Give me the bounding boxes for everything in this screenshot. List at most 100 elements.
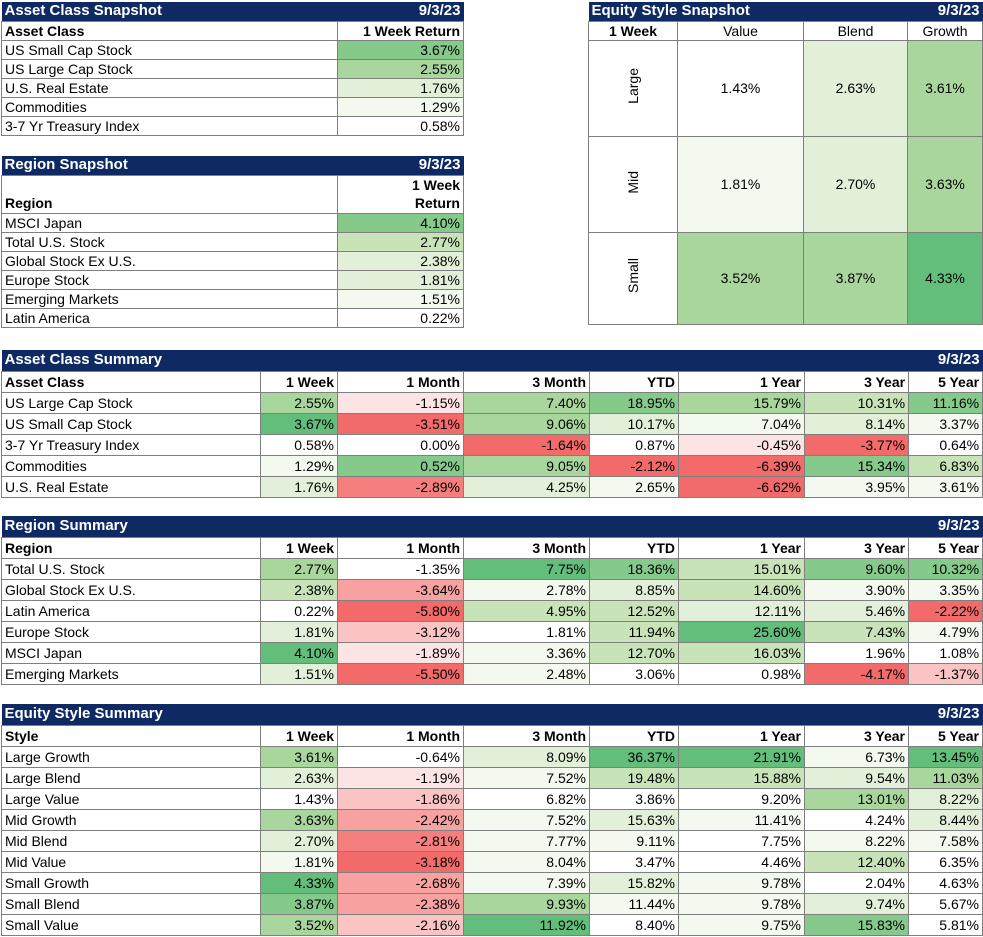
return-cell: 9.05% [463,454,590,477]
column-header: 3 Year [803,370,910,393]
row-label: Emerging Markets [1,662,261,685]
table-row: Latin America 0.22% [1,307,464,328]
return-cell: 2.63% [260,766,338,789]
return-cell: 9.78% [678,871,805,894]
return-cell: 3.67% [260,412,338,435]
row-label: Total U.S. Stock [1,231,338,252]
column-header: Return [337,194,464,214]
style-grid-cell: 3.87% [802,231,909,325]
return-cell: 9.54% [804,766,909,789]
return-cell: 4.63% [908,871,983,894]
row-label: US Large Cap Stock [1,58,338,79]
return-cell: 7.52% [463,808,590,831]
return-cell: -0.64% [337,745,464,768]
column-header: 1 Month [337,536,464,559]
section-date: 9/3/23 [907,2,983,21]
style-snapshot-grid: Large 1.43% 2.63% 3.61% Mid 1.81% 2.70% 3.63% Sm… [588,39,983,325]
return-cell: -2.81% [337,829,464,852]
return-cell: 1.81% [463,620,590,643]
return-cell: 3.06% [589,662,679,685]
row-label: Mid Value [1,850,261,873]
return-cell: 1.43% [260,787,338,810]
return-cell: 15.34% [803,454,910,477]
return-cell: 4.46% [678,850,805,873]
return-cell: 1.96% [803,641,910,664]
table-row: 3-7 Yr Treasury Index 0.58% [1,115,464,136]
return-cell: -1.86% [337,787,464,810]
return-cell: 4.10% [260,641,338,664]
table-row: U.S. Real Estate 1.76% [1,77,464,98]
return-cell: 1.76% [337,77,464,98]
return-cell: 11.41% [678,808,805,831]
return-cell: 14.60% [678,578,805,601]
style-snapshot-header: Equity Style Snapshot 9/3/23 [588,2,983,21]
return-cell: 9.93% [463,892,590,915]
asset-summary-rows: Asset Class 1 Week 1 Month 3 Month YTD 1 Year… [1,370,983,498]
style-grid-cell: 1.81% [677,135,804,233]
row-label: US Small Cap Stock [1,412,261,435]
return-cell: 2.55% [260,391,338,414]
return-cell: 6.73% [804,745,909,768]
return-cell: 8.22% [804,829,909,852]
return-cell: -6.39% [678,454,805,477]
table-row: Latin America 0.22% -5.80% 4.95% 12.52% 12.11… [1,599,983,622]
table-row: Total U.S. Stock 2.77% [1,231,464,252]
return-cell: 8.14% [803,412,910,435]
return-cell: 8.09% [463,745,590,768]
column-header: Growth [907,20,983,41]
row-label: Emerging Markets [1,288,338,309]
return-cell: 0.00% [337,433,464,456]
row-label: Global Stock Ex U.S. [1,250,338,271]
return-cell: 7.04% [678,412,805,435]
section-date: 9/3/23 [908,516,983,537]
return-cell: 2.48% [463,662,590,685]
style-grid-row: Mid 1.81% 2.70% 3.63% [588,135,983,233]
return-cell: 9.11% [589,829,679,852]
section-title: Equity Style Snapshot [588,2,908,21]
column-header: 1 Year [678,724,805,747]
return-cell: -5.50% [337,662,464,685]
column-header: 3 Month [463,724,590,747]
return-cell: -6.62% [678,475,805,498]
return-cell: 4.10% [337,212,464,233]
table-row: US Large Cap Stock 2.55% -1.15% 7.40% 18.95%… [1,391,983,414]
return-cell: 16.03% [678,641,805,664]
return-cell: 0.58% [337,115,464,136]
asset-summary-header: Asset Class Summary 9/3/23 [1,350,983,371]
row-label: Large Growth [1,745,261,768]
table-row: MSCI Japan 4.10% -1.89% 3.36% 12.70% 16.03% 1.… [1,641,983,664]
column-header: 1 Year [678,370,805,393]
column-header-row: 1 Week Value Blend Growth [588,20,983,41]
return-cell: 1.29% [260,454,338,477]
return-cell: 3.36% [463,641,590,664]
return-cell: 4.95% [463,599,590,622]
return-cell: 7.39% [463,871,590,894]
row-label: MSCI Japan [1,212,338,233]
column-header: Region [1,536,261,559]
column-header: 1 Week [260,370,338,393]
column-header: 3 Year [804,724,909,747]
return-cell: 0.22% [337,307,464,328]
return-cell: 5.67% [908,892,983,915]
asset-snapshot-rows: US Small Cap Stock 3.67% US Large Cap Stoc… [1,39,464,136]
return-cell: 3.95% [803,475,910,498]
style-row-label: Large [588,39,678,137]
column-header: Region [1,194,338,214]
row-label: Latin America [1,307,338,328]
return-cell: 11.16% [908,391,983,414]
table-row: Europe Stock 1.81% [1,269,464,290]
return-cell: -3.51% [337,412,464,435]
table-row: Emerging Markets 1.51% [1,288,464,309]
return-cell: 1.29% [337,96,464,117]
table-row: US Small Cap Stock 3.67% [1,39,464,60]
column-header: Asset Class [1,370,261,393]
region-summary-rows: Region 1 Week 1 Month 3 Month YTD 1 Year 3 Yea… [1,536,983,685]
return-cell: 13.01% [804,787,909,810]
region-summary-header: Region Summary 9/3/23 [1,516,983,537]
region-snapshot-header: Region Snapshot 9/3/23 [1,156,464,175]
return-cell: 9.20% [678,787,805,810]
column-header-row: Region 1 Week 1 Month 3 Month YTD 1 Year 3 Yea… [1,536,983,559]
return-cell: -3.12% [337,620,464,643]
style-row-label-text: Small [625,258,641,294]
row-label: 3-7 Yr Treasury Index [1,115,338,136]
